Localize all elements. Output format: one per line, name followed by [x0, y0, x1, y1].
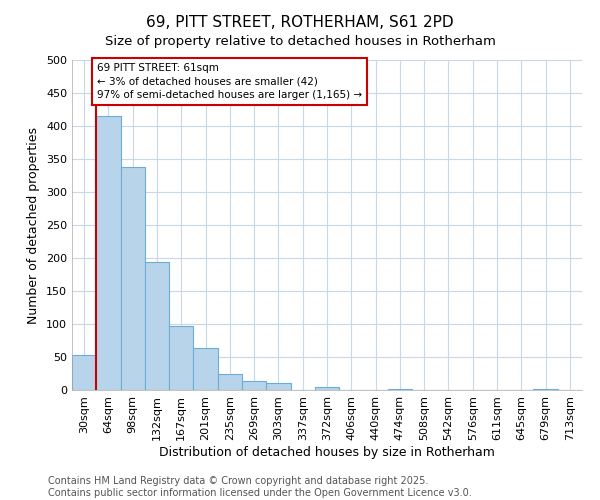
Y-axis label: Number of detached properties: Number of detached properties [28, 126, 40, 324]
Bar [193, 348, 218, 390]
Bar [242, 381, 266, 390]
Text: 69, PITT STREET, ROTHERHAM, S61 2PD: 69, PITT STREET, ROTHERHAM, S61 2PD [146, 15, 454, 30]
Text: 69 PITT STREET: 61sqm
← 3% of detached houses are smaller (42)
97% of semi-detac: 69 PITT STREET: 61sqm ← 3% of detached h… [97, 64, 362, 100]
Bar [121, 167, 145, 390]
Bar [315, 386, 339, 390]
X-axis label: Distribution of detached houses by size in Rotherham: Distribution of detached houses by size … [159, 446, 495, 458]
Bar [388, 388, 412, 390]
Bar [72, 355, 96, 390]
Bar [169, 326, 193, 390]
Bar [533, 388, 558, 390]
Text: Size of property relative to detached houses in Rotherham: Size of property relative to detached ho… [104, 35, 496, 48]
Text: Contains HM Land Registry data © Crown copyright and database right 2025.
Contai: Contains HM Land Registry data © Crown c… [48, 476, 472, 498]
Bar [145, 262, 169, 390]
Bar [96, 116, 121, 390]
Bar [266, 384, 290, 390]
Bar [218, 374, 242, 390]
